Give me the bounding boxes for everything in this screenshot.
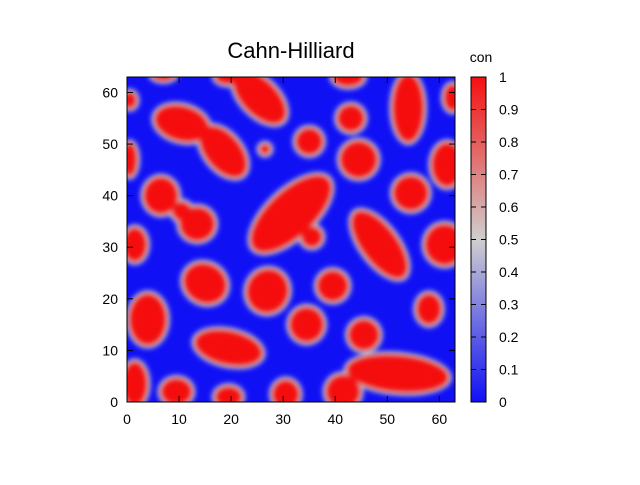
domain-region (432, 142, 455, 187)
domain-region (129, 294, 167, 345)
x-tick-label: 40 (327, 411, 343, 427)
domain-region (260, 144, 270, 154)
domain-region (247, 269, 289, 313)
colorbar-tick-label: 0.3 (499, 297, 519, 313)
domain-region (127, 92, 136, 108)
x-axis: 0 10 20 30 40 50 60 (123, 77, 447, 427)
colorbar-tick-label: 0.4 (499, 264, 519, 280)
domain-region (251, 175, 331, 252)
domain-core-layer (127, 77, 455, 402)
domain-region (289, 307, 324, 342)
colorbar-tick-label: 0.1 (499, 362, 519, 378)
colorbar-tick-label: 0.9 (499, 102, 519, 118)
y-axis: 0 10 20 30 40 50 60 (102, 84, 455, 410)
domain-region (348, 319, 380, 350)
x-tick-label: 10 (171, 411, 187, 427)
domain-region (393, 176, 428, 211)
domain-region (127, 142, 137, 177)
domain-region (153, 77, 174, 81)
domain-region (272, 380, 299, 402)
y-tick-label: 10 (102, 342, 118, 358)
y-tick-label: 60 (102, 84, 118, 100)
colorbar-tick-label: 0 (499, 394, 507, 410)
plot-area (127, 77, 455, 402)
y-tick-label: 20 (102, 291, 118, 307)
domain-region (215, 77, 242, 84)
domain-region (337, 105, 364, 132)
plot-frame (126, 76, 456, 403)
domain-region (200, 126, 247, 178)
colorbar-tick-label: 0.8 (499, 134, 519, 150)
x-tick-label: 50 (380, 411, 396, 427)
domain-region (155, 105, 209, 142)
domain-region (326, 375, 360, 402)
domain-region (195, 330, 262, 366)
colorbar-tick-label: 1 (499, 69, 507, 85)
domain-region (301, 227, 322, 247)
domain-region (351, 211, 408, 279)
domain-region (215, 386, 242, 402)
y-tick-label: 40 (102, 188, 118, 204)
domain-region (296, 128, 323, 155)
colorbar-tick-label: 0.7 (499, 167, 519, 183)
domain-region (392, 77, 424, 142)
x-tick-label: 60 (432, 411, 448, 427)
domain-region (127, 228, 147, 262)
x-tick-label: 20 (223, 411, 239, 427)
y-tick-label: 50 (102, 136, 118, 152)
domain-region (144, 177, 178, 214)
colorbar-label: con (470, 49, 493, 65)
domain-region (333, 77, 364, 86)
domain-halo (149, 77, 178, 84)
domain-region (416, 294, 442, 325)
colorbar-axis: 0 0.1 0.2 0.3 0.4 0.5 0.6 0.7 0.8 0.9 1 (471, 69, 519, 410)
domain-region (172, 202, 191, 220)
y-tick-label: 0 (110, 394, 118, 410)
domain-region (444, 84, 455, 111)
x-tick-label: 30 (275, 411, 291, 427)
colorbar-tick-label: 0.5 (499, 232, 519, 248)
domain-region (161, 378, 192, 402)
domain-region (347, 355, 449, 393)
domain-region (425, 224, 455, 265)
domain-region (233, 77, 286, 124)
domain-region (127, 362, 147, 402)
y-tick-label: 30 (102, 239, 118, 255)
domain-region (340, 141, 377, 178)
domain-region (183, 263, 227, 304)
colorbar-tick-label: 0.6 (499, 199, 519, 215)
chart-title: Cahn-Hilliard (227, 38, 354, 63)
x-tick-label: 0 (123, 411, 131, 427)
colorbar-tick-label: 0.2 (499, 329, 519, 345)
domain-region (317, 270, 348, 301)
